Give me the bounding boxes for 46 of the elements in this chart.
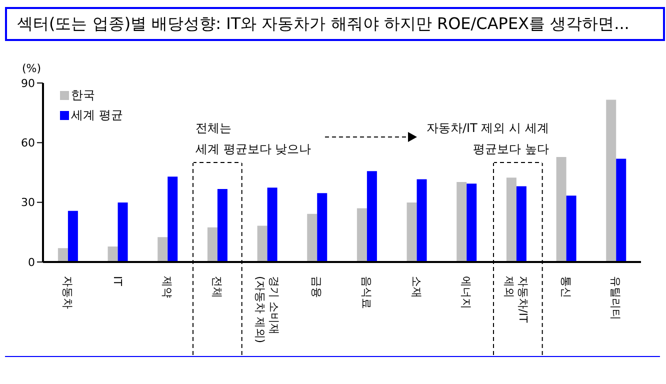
bar — [257, 226, 268, 262]
x-tick-label: 유틸리티 — [609, 276, 622, 320]
x-tick-label: 금융 — [310, 276, 324, 298]
bar — [307, 214, 318, 262]
bar — [118, 202, 128, 262]
bar — [466, 184, 477, 262]
legend-label: 세계 평균 — [71, 107, 123, 124]
bar — [267, 188, 278, 262]
bar — [456, 182, 467, 262]
x-tick-label: IT — [110, 276, 124, 286]
x-tick-label: 자동차 — [60, 276, 74, 309]
bar — [168, 176, 178, 262]
bar — [356, 208, 367, 262]
y-tick-label: 30 — [21, 196, 35, 210]
annotation: 자동차/IT 제외 시 세계 평균보다 높다 — [426, 121, 549, 156]
legend-label: 한국 — [71, 87, 95, 104]
y-axis-title: (%) — [22, 62, 42, 75]
bar — [616, 158, 626, 262]
bar — [207, 227, 218, 262]
x-tick-label: 통신 — [559, 276, 572, 298]
x-tick-label: 제약 — [160, 276, 174, 298]
annotation: 전체는 세계 평균보다 낮으나 — [196, 121, 312, 156]
x-tick-label: 경기 소비재 (자동차 제외) — [253, 276, 280, 344]
y-tick-label: 0 — [28, 256, 35, 269]
bar — [606, 100, 616, 262]
bar — [68, 210, 78, 262]
bar — [416, 179, 427, 262]
x-tick-label: 자동차/IT 제외 — [502, 276, 530, 323]
y-tick-label: 90 — [21, 76, 35, 90]
x-tick-label: 소재 — [410, 276, 423, 298]
bar — [566, 196, 576, 262]
bar — [366, 171, 377, 262]
x-tick-label: 음식료 — [360, 276, 373, 309]
bar — [317, 193, 328, 262]
bar — [516, 186, 526, 262]
bar — [556, 156, 566, 262]
x-tick-label: 에너지 — [460, 276, 473, 309]
chart-title: 섹터(또는 업종)별 배당성향: IT와 자동차가 해줘야 하지만 ROE/CAPEX를 생각하면... — [5, 7, 665, 41]
x-tick-label: 전체 — [210, 276, 224, 298]
bar — [58, 248, 68, 262]
bar — [217, 189, 228, 262]
bar — [506, 178, 516, 262]
y-tick-label: 60 — [21, 136, 35, 150]
bar — [158, 237, 168, 262]
bar — [406, 202, 417, 262]
bar — [108, 246, 118, 262]
